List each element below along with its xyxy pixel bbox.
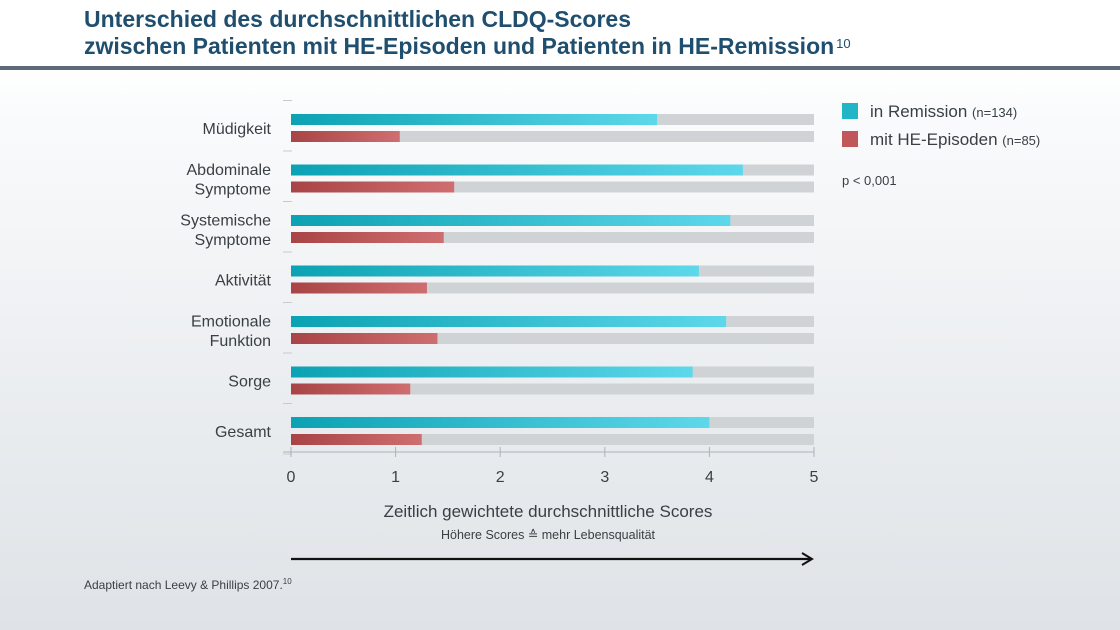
bar-remission [291,164,743,176]
category-label: Emotionale Funktion [191,313,271,350]
bar-he-episodes [291,383,411,395]
title-reference: 10 [836,36,851,51]
category-label: Sorge [228,374,271,391]
legend-swatch-remission [842,103,858,119]
bar-remission [291,366,693,378]
source-reference: 10 [282,577,292,586]
category-label-line: Symptome [195,232,272,249]
category-label-line: Gesamt [215,424,272,441]
category-label-line: Systemische [180,212,271,229]
p-value: p < 0,001 [842,173,897,188]
category-label-line: Aktivität [215,273,272,290]
x-tick-label: 5 [810,469,819,486]
category-label: Systemische Symptome [180,212,271,249]
legend-swatch-he-episodes [842,131,858,147]
category-label-line: Müdigkeit [203,121,272,138]
bar-remission [291,265,699,277]
page-title: Unterschied des durchschnittlichen CLDQ-… [84,6,851,60]
legend-n-remission: (n=134) [972,105,1018,120]
source-text: Adaptiert nach Leevy & Phillips 2007. [84,578,283,592]
bar-he-episodes [291,333,438,344]
legend-n-he-episodes: (n=85) [1002,133,1041,148]
bar-he-episodes [291,131,400,142]
title-line-2: zwischen Patienten mit HE-Episoden und P… [84,33,835,59]
x-tick-label: 2 [496,469,505,486]
bar-track [291,232,814,243]
header-bar: Unterschied des durchschnittlichen CLDQ-… [0,0,1120,70]
category-label: Müdigkeit [203,121,272,138]
category-label: Aktivität [215,273,272,290]
x-tick-label: 4 [705,469,714,486]
x-tick-label: 1 [391,469,400,486]
category-label: Abdominale Symptome [187,162,272,199]
category-label-line: Abdominale [187,162,272,179]
bar-remission [291,114,658,125]
bar-track [291,131,814,142]
x-tick-label: 3 [600,469,609,486]
bar-he-episodes [291,282,427,294]
bar-he-episodes [291,434,422,445]
legend-label-he-episodes: mit HE-Episoden [870,130,998,149]
bar-track [291,383,814,395]
bar-track [291,434,814,445]
x-tick-label: 0 [287,469,296,486]
legend-label-remission: in Remission [870,102,968,121]
bar-remission [291,417,710,428]
x-axis-label: Zeitlich gewichtete durchschnittliche Sc… [384,502,713,521]
category-label-line: Emotionale [191,313,271,330]
source-note: Adaptiert nach Leevy & Phillips 2007.10 [84,577,292,592]
category-label-line: Funktion [210,333,271,350]
bar-track [291,333,814,344]
bar-track [291,181,814,193]
title-line-1: Unterschied des durchschnittlichen CLDQ-… [84,6,632,32]
bar-he-episodes [291,232,444,243]
bar-he-episodes [291,181,455,193]
bar-remission [291,316,727,327]
bar-track [291,282,814,294]
category-label-line: Symptome [195,181,272,198]
x-axis-sublabel: Höhere Scores ≙ mehr Lebensqualität [441,528,656,542]
bar-remission [291,215,731,226]
category-label-line: Sorge [228,374,271,391]
category-label: Gesamt [215,424,272,441]
